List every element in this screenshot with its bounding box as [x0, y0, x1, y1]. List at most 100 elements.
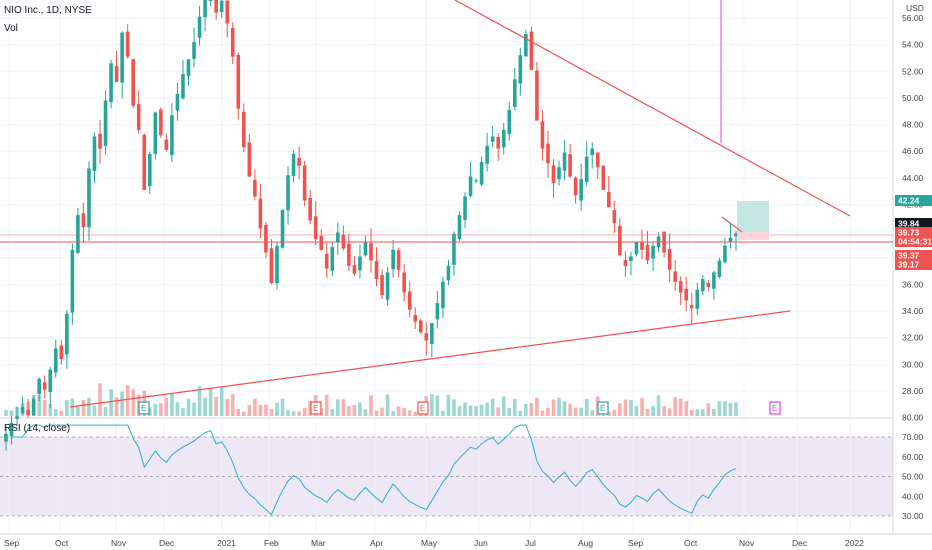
volume-bar: [347, 405, 351, 416]
volume-bar: [463, 402, 467, 416]
candle-body: [291, 153, 296, 177]
candle-body: [159, 109, 163, 136]
price-tick-label: 30.00: [902, 359, 924, 369]
volume-bar: [524, 403, 528, 416]
candle-body: [297, 157, 301, 166]
volume-bar: [125, 385, 130, 416]
volume-bar: [264, 404, 268, 416]
candle-body: [15, 416, 19, 419]
time-tick-label: Nov: [111, 538, 127, 548]
candle-body: [197, 16, 202, 38]
candle-body: [479, 161, 484, 185]
candle-body: [103, 100, 108, 146]
candle-body: [396, 250, 401, 270]
candle-body: [640, 241, 644, 250]
grid-lines: [0, 0, 893, 534]
price-tag-label: 39.37: [898, 251, 920, 261]
time-tick-label: Jun: [474, 538, 488, 548]
candle-body: [347, 243, 351, 266]
position-profit-zone: [737, 201, 769, 232]
candle-body: [595, 152, 600, 168]
price-tag-label: 04:54:31: [898, 237, 932, 247]
volume-bar: [81, 400, 86, 416]
price-tag-box: [895, 259, 932, 270]
price-tag-label: 42.24: [898, 196, 920, 206]
candle-body: [380, 274, 384, 296]
candle-body: [673, 271, 677, 282]
volume-bar: [98, 383, 102, 416]
candle-body: [142, 134, 147, 190]
candle-body: [618, 225, 622, 256]
candle-body: [430, 323, 434, 344]
volume-bar: [562, 401, 567, 416]
symbol-legend[interactable]: NIO Inc., 1D, NYSE: [4, 5, 92, 16]
volume-bar: [689, 409, 694, 416]
volume-bar: [645, 408, 650, 416]
candle-body: [81, 213, 86, 228]
volume-bar: [225, 399, 230, 416]
candle-body: [53, 348, 58, 373]
candle-body: [590, 148, 595, 156]
volume-bar: [634, 406, 639, 416]
candle-body: [313, 216, 318, 240]
price-tag-box: [895, 195, 932, 206]
volume-bar: [159, 403, 163, 416]
volume-bar: [186, 398, 191, 416]
candle-body: [76, 215, 80, 253]
volume-bar: [584, 398, 589, 416]
candle-body: [551, 165, 556, 184]
volume-legend[interactable]: Vol: [4, 23, 18, 34]
volume-bar: [208, 388, 213, 416]
volume-bar: [662, 406, 666, 416]
volume-bar: [402, 408, 406, 416]
candle-body: [114, 65, 119, 82]
candle-body: [131, 59, 135, 106]
volume-bar: [336, 399, 340, 416]
candle-body: [706, 282, 711, 288]
volume-bar: [507, 407, 512, 416]
candle-body: [37, 379, 41, 394]
rsi-legend[interactable]: RSI (14, close): [4, 423, 70, 434]
price-tick-label: 46.00: [902, 146, 924, 156]
candle-body: [208, 0, 213, 1]
candle-body: [247, 142, 252, 177]
time-tick-label: Dec: [792, 538, 808, 548]
candle-body: [258, 198, 263, 229]
volume-bar: [242, 411, 246, 416]
time-axis[interactable]: Sep Oct Nov Dec 2021 Feb Mar Apr May Jun Jul Aug Sep…: [4, 538, 864, 548]
candle-body: [275, 245, 279, 284]
volume-bar: [341, 399, 346, 416]
volume-bar: [457, 406, 462, 416]
time-tick-label: May: [421, 538, 438, 548]
time-tick-label: Nov: [739, 538, 755, 548]
candle-body: [540, 121, 545, 149]
currency-label: USD: [906, 3, 924, 13]
earnings-marker-box: [769, 401, 781, 415]
earnings-marker-box: [597, 401, 609, 415]
volume-bar: [623, 399, 628, 416]
earnings-marker-box: [310, 401, 322, 415]
volume-bar: [512, 398, 517, 416]
candle-body: [728, 237, 733, 243]
volume-bar: [496, 407, 500, 416]
volume-bar: [120, 391, 124, 416]
volume-bar: [48, 403, 53, 416]
volume-bar: [717, 401, 722, 416]
candle-body: [59, 345, 64, 360]
candle-body: [120, 32, 124, 83]
candle-body: [147, 153, 152, 187]
volume-bar: [474, 406, 478, 416]
volume-bar: [618, 403, 622, 416]
volume-bar: [701, 409, 705, 416]
candle-body: [568, 154, 572, 177]
volume-bar: [551, 399, 556, 416]
candle-body: [557, 167, 561, 180]
volume-bar: [153, 403, 158, 416]
rsi-pane: [0, 424, 893, 517]
volume-bar: [441, 410, 445, 416]
candle-body: [186, 59, 191, 77]
volume-bar: [170, 393, 174, 416]
candle-body: [286, 175, 290, 211]
